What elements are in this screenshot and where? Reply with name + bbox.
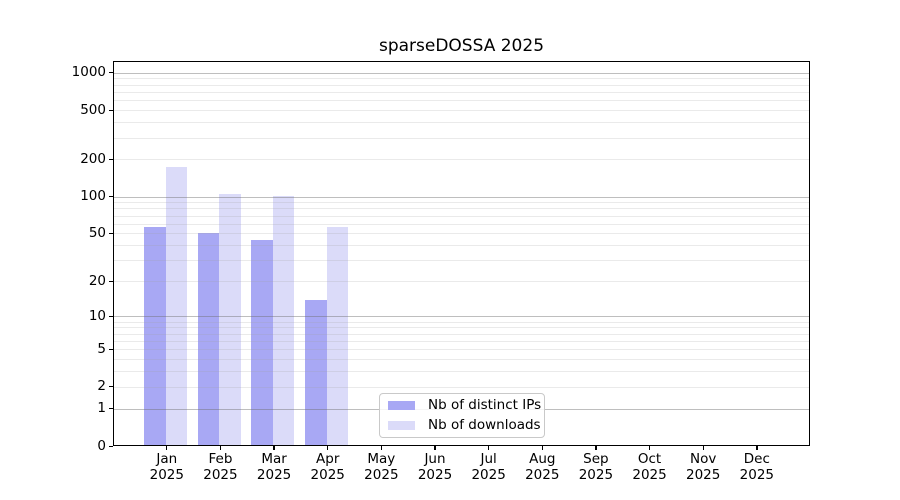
y-tick-label: 10 xyxy=(88,307,106,324)
x-tick-mark xyxy=(702,446,704,450)
minor-gridline xyxy=(113,78,810,80)
minor-gridline xyxy=(113,333,810,335)
minor-gridline xyxy=(113,349,810,351)
x-tick-mark xyxy=(595,446,597,450)
x-tick-mark xyxy=(327,446,329,450)
x-tick-mark xyxy=(434,446,436,450)
y-tick-mark xyxy=(109,445,113,447)
minor-gridline xyxy=(113,215,810,217)
minor-gridline xyxy=(113,233,810,235)
legend-swatch-downloads-icon xyxy=(388,421,415,430)
y-tick-mark xyxy=(109,315,113,318)
minor-gridline xyxy=(113,202,810,204)
y-tick-label: 200 xyxy=(80,150,106,167)
minor-gridline xyxy=(113,321,810,323)
major-gridline xyxy=(113,196,810,198)
legend-label-distinct-ips: Nb of distinct IPs xyxy=(428,397,542,413)
minor-gridline xyxy=(113,110,810,111)
x-tick-mark xyxy=(273,446,275,450)
x-tick-mark xyxy=(380,446,383,450)
minor-gridline xyxy=(113,159,810,161)
minor-gridline xyxy=(113,91,810,93)
minor-gridline xyxy=(113,100,810,102)
minor-gridline xyxy=(113,371,810,373)
y-tick-label: 50 xyxy=(88,224,106,241)
minor-gridline xyxy=(113,223,810,225)
x-tick-label: Mar 2025 xyxy=(256,451,292,483)
y-tick-mark xyxy=(109,196,113,198)
bar-downloads xyxy=(219,193,241,446)
x-tick-label: Dec 2025 xyxy=(739,451,774,483)
y-tick-mark xyxy=(109,109,113,111)
bar-distinct-ips xyxy=(197,233,220,446)
x-tick-mark xyxy=(541,446,543,450)
minor-gridline xyxy=(113,137,810,139)
bar-downloads xyxy=(165,166,188,446)
minor-gridline xyxy=(113,84,810,86)
legend-item-distinct-ips: Nb of distinct IPs xyxy=(388,398,544,414)
minor-gridline xyxy=(113,122,810,124)
x-tick-label: Feb 2025 xyxy=(203,451,238,483)
x-tick-label: Apr 2025 xyxy=(310,451,345,483)
y-tick-mark xyxy=(109,72,113,74)
legend: Nb of distinct IPs Nb of downloads xyxy=(379,393,545,438)
y-tick-mark xyxy=(109,158,113,161)
y-tick-mark xyxy=(109,232,113,235)
y-tick-label: 1000 xyxy=(71,64,106,81)
y-tick-label: 500 xyxy=(80,101,106,118)
y-tick-label: 5 xyxy=(97,340,106,357)
x-tick-label: Jun 2025 xyxy=(417,451,453,483)
x-tick-label: Jul 2025 xyxy=(471,451,506,483)
bar-distinct-ips xyxy=(305,299,327,446)
y-tick-label: 1 xyxy=(97,400,106,417)
bar-distinct-ips xyxy=(251,240,273,446)
y-tick-label: 20 xyxy=(88,272,106,289)
x-tick-label: Oct 2025 xyxy=(632,451,667,483)
x-tick-mark xyxy=(488,446,490,450)
legend-swatch-distinct-ips-icon xyxy=(388,401,415,410)
bar-distinct-ips xyxy=(144,227,166,446)
y-tick-mark xyxy=(109,386,113,388)
minor-gridline xyxy=(113,281,810,283)
y-tick-label: 2 xyxy=(97,378,106,395)
x-tick-label: Aug 2025 xyxy=(525,451,560,483)
x-tick-mark xyxy=(166,446,168,450)
x-tick-mark xyxy=(219,446,222,450)
minor-gridline xyxy=(113,386,810,388)
y-tick-label: 0 xyxy=(97,437,106,454)
y-tick-mark xyxy=(109,280,113,283)
x-tick-label: Nov 2025 xyxy=(686,451,721,483)
chart-title: sparseDOSSA 2025 xyxy=(378,36,545,56)
bar-downloads xyxy=(272,195,295,446)
legend-item-downloads: Nb of downloads xyxy=(388,418,544,434)
minor-gridline xyxy=(113,245,810,247)
x-tick-label: May 2025 xyxy=(364,451,399,483)
minor-gridline xyxy=(113,327,810,329)
major-gridline xyxy=(113,72,810,74)
minor-gridline xyxy=(113,359,810,360)
x-tick-mark xyxy=(648,446,651,450)
y-tick-mark xyxy=(109,408,113,410)
y-tick-mark xyxy=(109,348,113,350)
x-tick-mark xyxy=(756,446,758,450)
minor-gridline xyxy=(113,208,810,210)
y-tick-label: 100 xyxy=(80,188,106,205)
x-tick-label: Jan 2025 xyxy=(149,451,184,483)
major-gridline xyxy=(113,316,810,318)
minor-gridline xyxy=(113,260,810,262)
minor-gridline xyxy=(113,340,810,342)
bar-downloads xyxy=(326,227,349,446)
legend-label-downloads: Nb of downloads xyxy=(428,417,541,433)
x-tick-label: Sep 2025 xyxy=(578,451,614,483)
